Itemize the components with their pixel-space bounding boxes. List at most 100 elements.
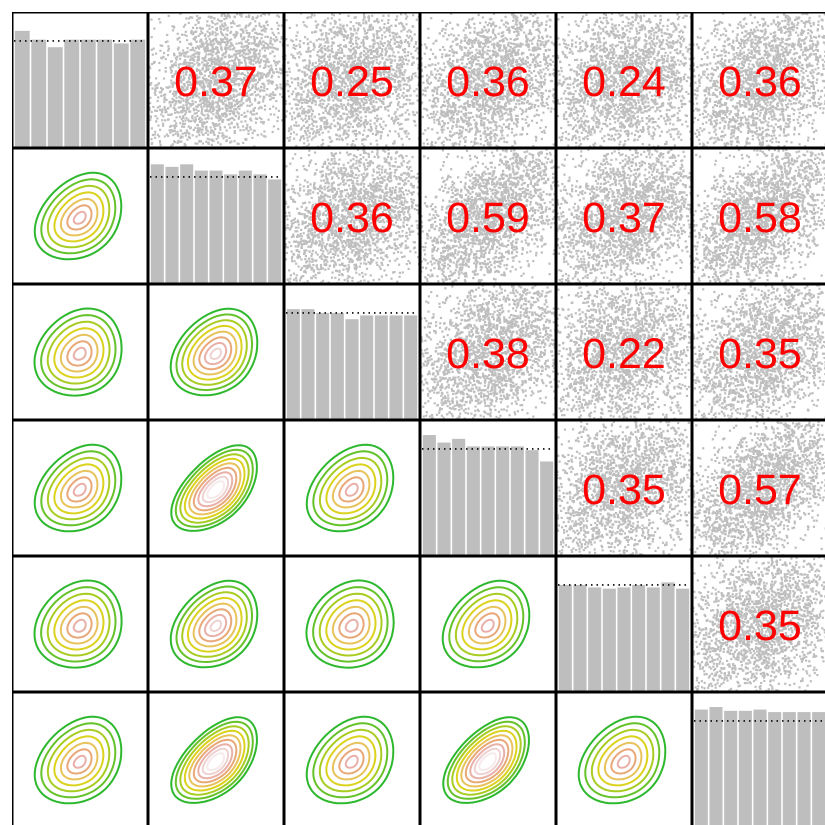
density-contour (338, 612, 365, 639)
scatter-points (420, 12, 556, 148)
density-contour (59, 197, 99, 237)
panel-2-5: 0.35 (692, 284, 825, 420)
density-contour (455, 729, 518, 792)
histogram-bar (224, 174, 238, 284)
density-contour (305, 715, 395, 805)
density-contour (197, 471, 234, 508)
panel-0-2: 0.25 (284, 12, 420, 148)
panel-border (148, 148, 284, 284)
panel-border (12, 692, 148, 825)
density-contour (53, 735, 105, 787)
density-contour (206, 480, 226, 500)
panel-border (420, 12, 556, 148)
density-contour (474, 612, 501, 639)
panel-border (692, 692, 825, 825)
histogram-bar (64, 39, 80, 148)
density-contour (66, 476, 93, 503)
panel-4-4 (556, 556, 692, 692)
density-contour (577, 715, 667, 805)
density-contour (603, 741, 643, 781)
panel-1-4: 0.37 (556, 148, 692, 284)
correlation-label: 0.38 (446, 330, 530, 378)
density-contour (331, 605, 371, 645)
panel-border (284, 692, 420, 825)
density-contour (72, 482, 87, 497)
histogram-bar (466, 446, 480, 556)
panel-3-0 (12, 420, 148, 556)
density-contour (46, 456, 111, 521)
density-contour (461, 599, 513, 651)
density-contour (33, 171, 123, 261)
density-contour (338, 476, 365, 503)
panel-border (284, 12, 420, 148)
panel-5-2 (284, 692, 420, 825)
density-contour (209, 619, 222, 632)
density-contour (318, 592, 383, 657)
histogram-bar (389, 315, 403, 420)
histogram-bar (31, 39, 47, 148)
histogram-bar (676, 588, 690, 692)
panel-border (556, 556, 692, 692)
scatter-points (556, 284, 692, 420)
panel-4-3 (420, 556, 556, 692)
panel-border (148, 12, 284, 148)
density-contour (33, 715, 123, 805)
scatter-points (692, 284, 825, 420)
histogram-bar (345, 319, 359, 420)
histogram-bar (47, 47, 63, 148)
density-contour (53, 599, 105, 651)
panel-5-4 (556, 692, 692, 825)
histogram-bar (253, 174, 267, 284)
density-contour (40, 314, 117, 391)
correlation-label: 0.35 (718, 330, 802, 378)
density-contour (446, 720, 526, 800)
density-contour (464, 738, 510, 784)
scatter-points (692, 12, 825, 148)
density-contour (183, 457, 246, 520)
panel-border (420, 420, 556, 556)
panel-border (148, 420, 284, 556)
density-contour (179, 453, 250, 524)
panel-2-1 (148, 284, 284, 420)
histogram-bar (646, 587, 660, 692)
panel-2-0 (12, 284, 148, 420)
density-contour (442, 716, 530, 804)
density-contour (169, 307, 259, 397)
histogram-bar (797, 712, 811, 825)
panel-border (284, 284, 420, 420)
density-contour (66, 748, 93, 775)
density-contour (170, 716, 258, 804)
panel-border (12, 148, 148, 284)
panel-border (556, 148, 692, 284)
density-contour (181, 319, 248, 386)
histogram-bar (130, 39, 146, 148)
panel-border (692, 12, 825, 148)
density-contour (46, 728, 111, 793)
correlation-label: 0.37 (174, 58, 258, 106)
histogram-bar (753, 709, 767, 825)
histogram-bar (510, 446, 524, 556)
panel-border (420, 556, 556, 692)
panel-1-1 (148, 148, 284, 284)
density-contour (616, 754, 631, 769)
density-contour (331, 741, 371, 781)
density-contour (59, 741, 99, 781)
density-contour (473, 747, 502, 776)
density-contour (198, 336, 233, 371)
density-contour (305, 443, 395, 533)
density-contour (169, 579, 259, 669)
density-contour (72, 618, 87, 633)
panel-3-5: 0.57 (692, 420, 825, 556)
histogram-bar (768, 712, 782, 825)
histogram-bar (724, 710, 738, 825)
panel-2-2 (284, 284, 420, 420)
density-contour (170, 444, 258, 532)
histogram-bar (437, 442, 451, 556)
density-contour (325, 599, 377, 651)
density-contour (192, 738, 238, 784)
density-contour (312, 450, 389, 527)
histogram-bar (180, 164, 194, 284)
density-contour (33, 307, 123, 397)
panel-0-5: 0.36 (692, 12, 825, 148)
density-contour (201, 747, 230, 776)
